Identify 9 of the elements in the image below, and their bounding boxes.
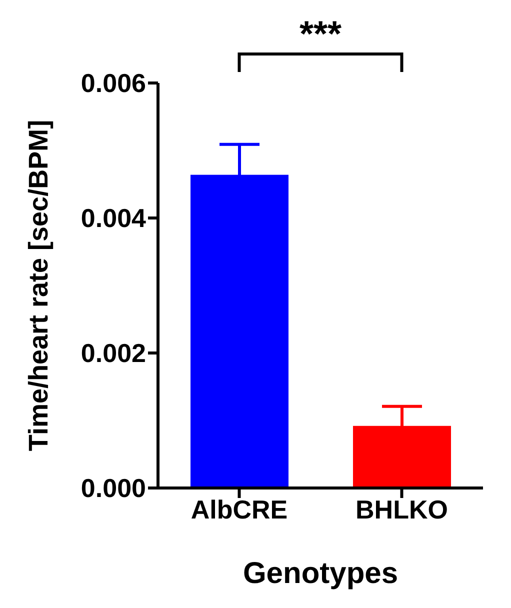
- text: ***: [299, 13, 342, 54]
- x-axis-title: Genotypes: [242, 557, 398, 590]
- y-tick-label: 0.002: [80, 338, 146, 368]
- y-axis-title: Time/heart rate [sec/BPM]: [24, 120, 54, 452]
- y-tick-label: 0.004: [80, 203, 147, 234]
- x-tick-label: BHLKO: [356, 494, 448, 524]
- x-tick-label: AlbCRE: [190, 494, 288, 524]
- y-tick-label: 0.006: [80, 68, 146, 98]
- y-tick-label: 0.000: [80, 473, 146, 504]
